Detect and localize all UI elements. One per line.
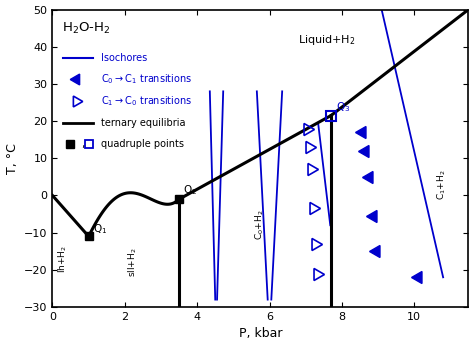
Text: ternary equilibria: ternary equilibria [100,118,185,128]
Text: Q$_3$: Q$_3$ [337,100,351,114]
Text: quadruple points: quadruple points [100,139,183,149]
Text: Isochores: Isochores [100,53,147,63]
Text: Q$_1$: Q$_1$ [93,222,107,236]
Text: Q$_2$: Q$_2$ [182,184,197,198]
Text: Liquid+H$_2$: Liquid+H$_2$ [299,33,356,47]
Y-axis label: T, °C: T, °C [6,143,18,174]
Text: C$_1$$\rightarrow$C$_0$ transitions: C$_1$$\rightarrow$C$_0$ transitions [100,94,192,108]
Text: sII+H$_2$: sII+H$_2$ [127,247,139,277]
X-axis label: P, kbar: P, kbar [239,327,282,340]
Text: C$_1$+H$_2$: C$_1$+H$_2$ [436,169,448,200]
Text: H$_2$O-H$_2$: H$_2$O-H$_2$ [62,21,110,36]
Text: C$_0$$\rightarrow$C$_1$ transitions: C$_0$$\rightarrow$C$_1$ transitions [100,73,192,86]
Text: C$_0$+H$_2$: C$_0$+H$_2$ [253,210,266,240]
Text: Ih+H$_2$: Ih+H$_2$ [57,245,69,273]
Text: ,: , [82,139,85,149]
